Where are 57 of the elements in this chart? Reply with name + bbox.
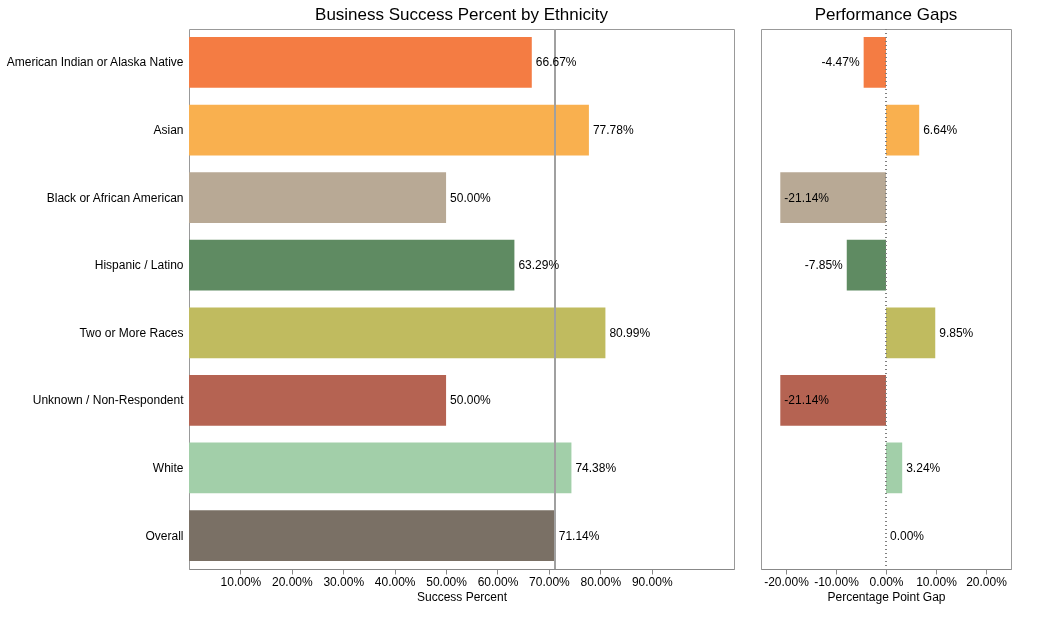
x-tick-label: 20.00% (271, 574, 314, 589)
x-tick-label: 10.00% (220, 574, 262, 589)
y-tick-label: Two or More Races (79, 325, 184, 340)
x-tick-label: 50.00% (426, 574, 468, 589)
y-tick-label: American Indian or Alaska Native (6, 55, 184, 70)
x-axis-title: Percentage Point Gap (827, 589, 946, 604)
data-label: 0.00% (890, 528, 925, 543)
data-label: 63.29% (518, 258, 560, 273)
x-tick-label: 60.00% (477, 574, 519, 589)
y-tick-label: Hispanic / Latino (94, 258, 184, 273)
data-label: 50.00% (450, 393, 492, 408)
data-label: -21.14% (784, 190, 830, 205)
x-tick-label: 40.00% (374, 574, 416, 589)
y-tick-label: Unknown / Non-Respondent (32, 393, 185, 408)
data-label: -4.47% (821, 55, 860, 70)
data-label: 6.64% (923, 123, 958, 138)
x-tick-label: 0.00% (869, 574, 904, 589)
x-tick-label: 90.00% (631, 574, 673, 589)
x-tick-label: 80.00% (580, 574, 622, 589)
bar (189, 172, 447, 223)
chart-title: Business Success Percent by Ethnicity (315, 5, 609, 25)
bar (189, 375, 447, 426)
x-tick-label: -10.00% (814, 574, 860, 589)
chart-title: Performance Gaps (814, 5, 958, 25)
data-label: 80.99% (609, 325, 651, 340)
x-tick-label: 20.00% (966, 574, 1008, 589)
bar (886, 104, 920, 156)
data-label: 50.00% (450, 190, 492, 205)
y-tick-label: White (152, 460, 184, 475)
bar (780, 375, 886, 426)
y-tick-label: Overall (145, 528, 184, 543)
bar (886, 307, 936, 359)
y-tick-label: Black or African American (46, 190, 184, 205)
data-label: 77.78% (592, 123, 634, 138)
data-label: 9.85% (939, 325, 974, 340)
data-label: 74.38% (575, 460, 617, 475)
bar (189, 239, 515, 291)
bar (189, 510, 555, 561)
bar (189, 442, 572, 494)
bar (189, 307, 606, 359)
y-tick-label: Asian (153, 123, 184, 138)
x-tick-label: -20.00% (764, 574, 810, 589)
x-tick-label: 10.00% (916, 574, 958, 589)
x-tick-label: 70.00% (529, 574, 571, 589)
bar (189, 37, 532, 88)
bar (189, 104, 589, 156)
data-label: 3.24% (906, 460, 941, 475)
bar (846, 239, 886, 291)
x-tick-label: 30.00% (323, 574, 365, 589)
bar (780, 172, 886, 223)
data-label: -21.14% (784, 393, 830, 408)
data-label: 71.14% (558, 528, 600, 543)
data-label: -7.85% (804, 258, 844, 273)
x-axis-title: Success Percent (416, 589, 508, 604)
data-label: 66.67% (535, 55, 577, 70)
bar (886, 442, 903, 494)
bar (863, 37, 886, 88)
